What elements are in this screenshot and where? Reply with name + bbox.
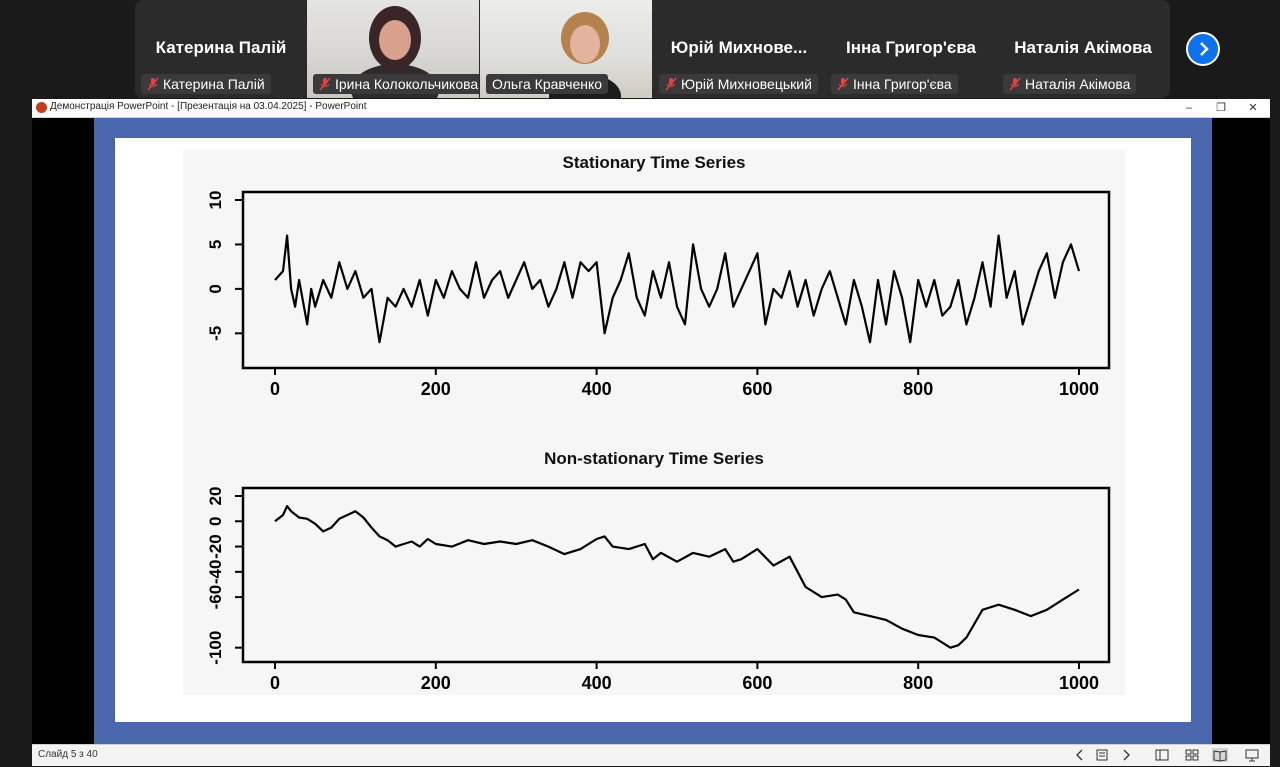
participant-name-tag: Катерина Палій <box>141 74 271 94</box>
reading-view-icon[interactable] <box>1212 748 1228 762</box>
slideshow-icon[interactable] <box>1244 748 1260 762</box>
x-tick-label: 600 <box>742 379 772 399</box>
plot-frame <box>241 190 1111 370</box>
x-tick-label: 400 <box>582 673 612 693</box>
participant-video-tile[interactable]: Ірина Колокольчикова <box>307 0 479 98</box>
powerpoint-icon <box>36 102 47 113</box>
previous-slide-icon[interactable] <box>1072 748 1088 762</box>
participant-name: Катерина Палій <box>155 38 287 57</box>
participants-strip: Катерина Палій Катерина Палій Ірина Коло… <box>0 0 1280 100</box>
window-titlebar: Демонстрація PowerPoint - [Презентація н… <box>32 99 1270 118</box>
y-tick-label: -20 <box>206 534 225 559</box>
x-tick-label: 1000 <box>1059 673 1099 693</box>
x-tick-label: 800 <box>903 379 933 399</box>
slide-sorter-icon[interactable] <box>1184 748 1200 762</box>
slide-counter: Слайд 5 з 40 <box>38 749 98 760</box>
participant-name-tag: Юрій Михновецький <box>659 74 818 94</box>
slide-content: Stationary Time Series Non-stationary Ti… <box>115 138 1191 722</box>
participant-name-tag: Інна Григор'єва <box>831 74 958 94</box>
x-tick-label: 800 <box>903 673 933 693</box>
close-button[interactable]: ✕ <box>1248 102 1258 114</box>
participant-tile[interactable]: Юрій Михнове... Юрій Михновецький <box>653 0 825 98</box>
participant-tag-label: Ольга Кравченко <box>492 76 603 92</box>
x-tick-label: 400 <box>582 379 612 399</box>
window-title: Демонстрація PowerPoint - [Презентація н… <box>50 101 367 112</box>
y-tick-label: 10 <box>206 191 225 210</box>
mic-muted-icon <box>319 77 331 91</box>
y-tick-label: -100 <box>206 631 225 665</box>
participant-name: Наталія Акімова <box>1014 38 1152 57</box>
chevron-right-icon <box>1200 42 1209 56</box>
next-slide-icon[interactable] <box>1118 748 1134 762</box>
participant-tag-label: Катерина Палій <box>163 76 265 92</box>
x-tick-label: 200 <box>421 379 451 399</box>
participant-tag-label: Ірина Колокольчикова <box>335 76 479 92</box>
participant-tag-label: Юрій Михновецький <box>681 76 812 92</box>
y-tick-label: -5 <box>206 326 225 341</box>
mic-muted-icon <box>1009 77 1021 91</box>
x-tick-label: 200 <box>421 673 451 693</box>
participant-tiles: Катерина Палій Катерина Палій Ірина Коло… <box>135 0 1170 98</box>
participant-name: Юрій Михнове... <box>670 38 808 57</box>
slide-menu-icon[interactable] <box>1094 748 1110 762</box>
participant-tile[interactable]: Наталія Акімова Наталія Акімова <box>997 0 1169 98</box>
participant-name-tag: Наталія Акімова <box>1003 74 1137 94</box>
participant-tag-label: Інна Григор'єва <box>853 76 952 92</box>
x-tick-label: 600 <box>742 673 772 693</box>
mic-muted-icon <box>665 77 677 91</box>
participant-tile[interactable]: Катерина Палій Катерина Палій <box>135 0 307 98</box>
slide-show-area[interactable]: Stationary Time Series Non-stationary Ti… <box>32 118 1270 744</box>
participant-name-tag: Ірина Колокольчикова <box>313 74 479 94</box>
participant-tag-label: Наталія Акімова <box>1025 76 1131 92</box>
y-tick-label: -60 <box>206 585 225 610</box>
status-bar: Слайд 5 з 40 <box>32 744 1270 766</box>
powerpoint-window: Демонстрація PowerPoint - [Презентація н… <box>32 99 1270 766</box>
x-tick-label: 1000 <box>1059 379 1099 399</box>
slide: Stationary Time Series Non-stationary Ti… <box>94 118 1212 744</box>
participant-video-tile-active[interactable]: Ольга Кравченко <box>480 0 652 98</box>
minimize-button[interactable]: – <box>1185 102 1193 114</box>
chart-title-nonstationary: Non-stationary Time Series <box>544 449 764 468</box>
series-line <box>274 234 1081 344</box>
normal-view-icon[interactable] <box>1154 748 1170 762</box>
time-series-figure: Stationary Time Series Non-stationary Ti… <box>183 150 1125 695</box>
participant-name-tag: Ольга Кравченко <box>486 74 609 94</box>
next-participants-button[interactable] <box>1186 32 1220 66</box>
y-tick-label: 0 <box>206 517 225 526</box>
participant-tile[interactable]: Інна Григор'єва Інна Григор'єва <box>825 0 997 98</box>
y-tick-label: -40 <box>206 560 225 585</box>
x-tick-label: 0 <box>270 673 280 693</box>
participant-name: Інна Григор'єва <box>846 38 976 57</box>
y-tick-label: 0 <box>206 284 225 293</box>
x-tick-label: 0 <box>270 379 280 399</box>
plot-frame <box>241 486 1111 664</box>
mic-muted-icon <box>837 77 849 91</box>
y-tick-label: 5 <box>206 240 225 249</box>
chart-title-stationary: Stationary Time Series <box>562 153 746 172</box>
y-tick-label: 20 <box>206 487 225 506</box>
restore-button[interactable]: ❐ <box>1216 102 1226 114</box>
mic-muted-icon <box>147 77 159 91</box>
series-line <box>274 505 1080 649</box>
